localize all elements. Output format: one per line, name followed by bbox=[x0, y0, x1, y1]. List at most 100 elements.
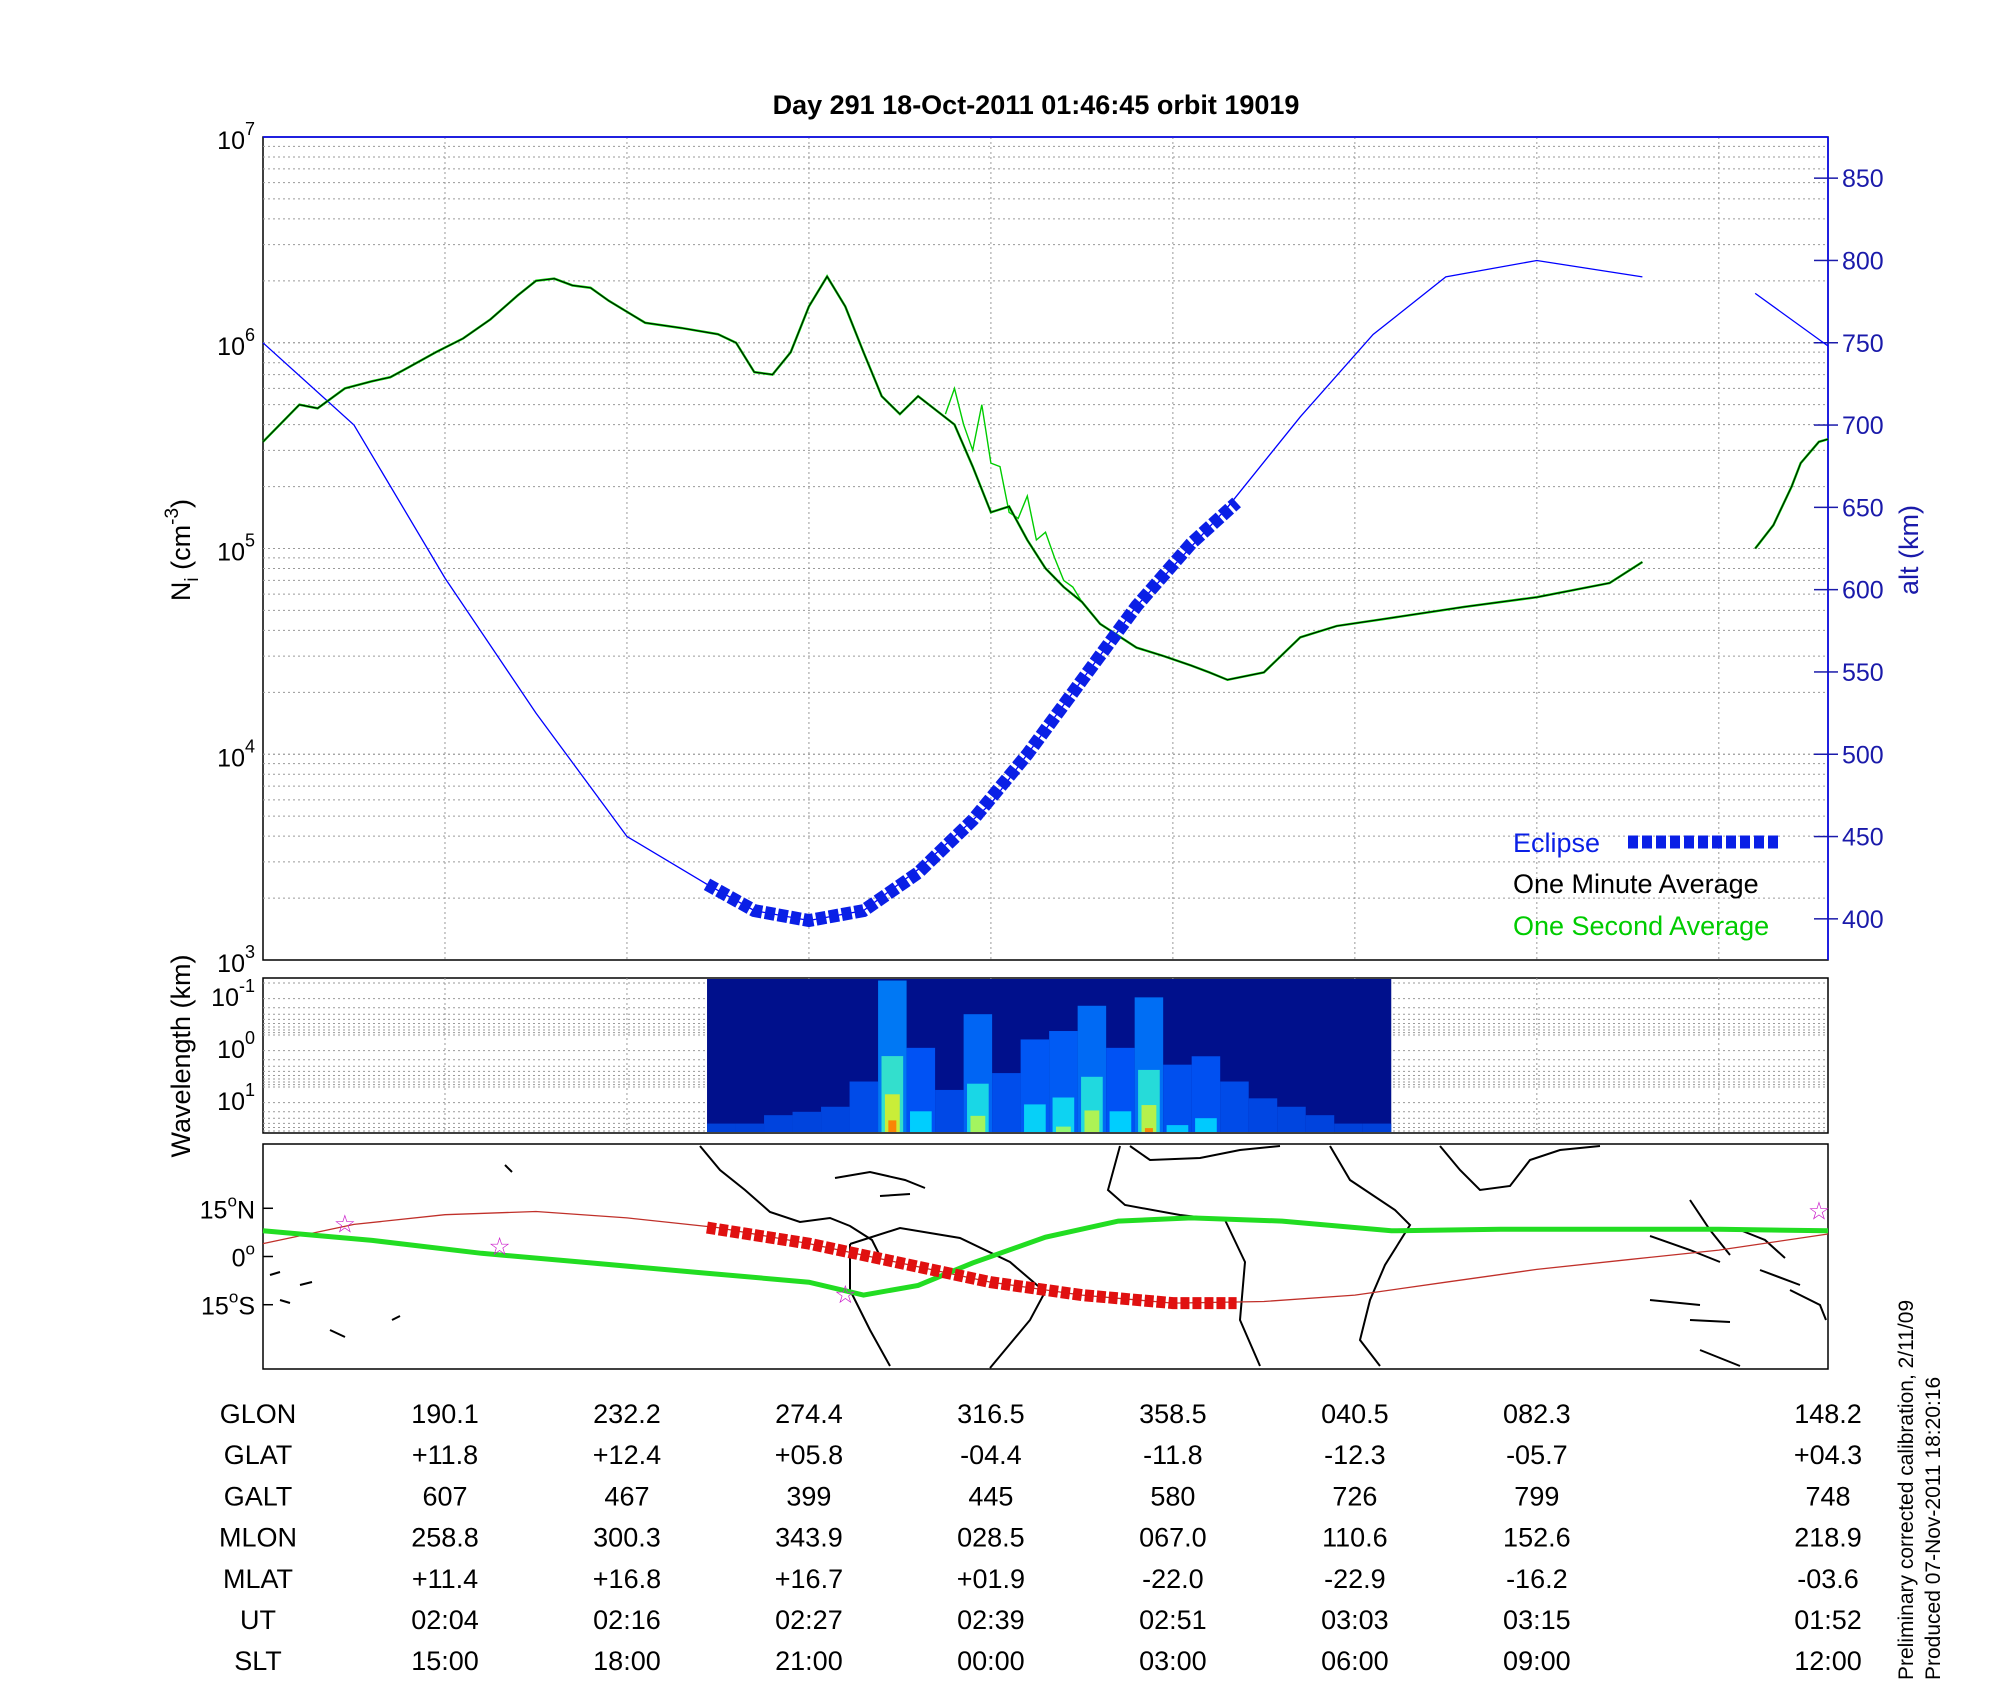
wavelength-tick-exponent: 1 bbox=[245, 1080, 255, 1100]
spectrogram-cell bbox=[1163, 1064, 1192, 1132]
table-cell: -22.0 bbox=[1142, 1564, 1204, 1594]
y-tick-exponent: 4 bbox=[245, 736, 255, 756]
y-tick-exponent: 5 bbox=[245, 531, 255, 551]
table-cell: 02:04 bbox=[411, 1605, 479, 1635]
table-cell: -22.9 bbox=[1324, 1564, 1386, 1594]
coast-north-america bbox=[699, 1145, 881, 1257]
spectrogram-cell bbox=[1166, 1125, 1189, 1132]
star-marker-icon: ☆ bbox=[1808, 1198, 1830, 1226]
one-minute-average-line bbox=[262, 275, 1643, 681]
spectrogram-cell bbox=[1052, 1097, 1075, 1132]
table-cell: +12.4 bbox=[593, 1440, 661, 1470]
one-minute-average-line-end bbox=[1754, 438, 1829, 549]
table-cell: +16.7 bbox=[775, 1564, 843, 1594]
legend-one-second-average: One Second Average bbox=[1513, 911, 1769, 941]
table-cell: 748 bbox=[1805, 1481, 1850, 1511]
table-cell: 316.5 bbox=[957, 1399, 1025, 1429]
lat-tick-hemisphere: N bbox=[237, 1196, 255, 1224]
y-tick-base: 10 bbox=[217, 539, 245, 567]
y-tick-base: 10 bbox=[217, 950, 245, 978]
table-cell: 580 bbox=[1150, 1481, 1195, 1511]
lat-tick-degree: o bbox=[229, 1288, 238, 1307]
table-row-label: GLON bbox=[220, 1399, 297, 1429]
y-tick-label: 107 bbox=[217, 119, 255, 155]
y-tick-exponent: 6 bbox=[245, 325, 255, 345]
coast-pacific-islands bbox=[269, 1164, 513, 1338]
spectrogram-cell bbox=[1362, 1123, 1392, 1132]
y-tick-base: 10 bbox=[217, 127, 245, 155]
table-cell: 01:52 bbox=[1794, 1605, 1862, 1635]
y-tick-base: 10 bbox=[217, 744, 245, 772]
table-cell: 02:39 bbox=[957, 1605, 1025, 1635]
wavelength-tick-label: 101 bbox=[217, 1080, 255, 1116]
eclipse-segment bbox=[703, 497, 1241, 928]
table-cell: 445 bbox=[968, 1481, 1013, 1511]
legend-one-minute-average: One Minute Average bbox=[1513, 869, 1759, 899]
table-row-label: GALT bbox=[224, 1481, 293, 1511]
wavelength-tick-label: 100 bbox=[217, 1028, 255, 1064]
coast-south-america bbox=[849, 1226, 1047, 1369]
y-tick-exponent: 3 bbox=[245, 942, 255, 962]
table-cell: 02:27 bbox=[775, 1605, 843, 1635]
spectrogram-cell bbox=[888, 1120, 897, 1132]
ephemeris-table: GLON GLAT GALT MLON MLAT UT SLT 190.1 +11.8 607 25… bbox=[219, 1399, 1862, 1676]
panel1-y2-label: alt (km) bbox=[1894, 505, 1924, 595]
density-green-under-end bbox=[1754, 437, 1829, 550]
coast-africa bbox=[1106, 1145, 1412, 1367]
y-tick-label: 104 bbox=[217, 736, 255, 772]
table-cell: 110.6 bbox=[1322, 1523, 1388, 1553]
table-row-label: UT bbox=[240, 1605, 276, 1635]
table-cell: 218.9 bbox=[1794, 1523, 1862, 1553]
y2-tick-label: 650 bbox=[1842, 494, 1884, 522]
lat-tick-label: 0o bbox=[232, 1240, 255, 1273]
table-cell: 15:00 bbox=[411, 1646, 479, 1676]
spectrogram-cell bbox=[707, 1123, 736, 1132]
wavelength-tick-label: 10-1 bbox=[211, 976, 255, 1012]
table-cell: 18:00 bbox=[593, 1646, 661, 1676]
lat-tick-value: 0 bbox=[232, 1245, 246, 1273]
legend: Eclipse One Minute Average One Second Av… bbox=[1513, 828, 1778, 941]
table-cell: 067.0 bbox=[1139, 1523, 1207, 1553]
wavelength-tick-base: 10 bbox=[217, 1088, 245, 1116]
spectrogram-cell bbox=[1024, 1104, 1046, 1132]
calibration-note: Preliminary corrected calibration, 2/11/… bbox=[1895, 1300, 1918, 1680]
coast-europe bbox=[1129, 1145, 1281, 1162]
table-cell: 190.1 bbox=[411, 1399, 479, 1429]
table-cell: -11.8 bbox=[1143, 1440, 1203, 1470]
table-cell: 02:51 bbox=[1139, 1605, 1207, 1635]
spectrogram-cell bbox=[1220, 1081, 1249, 1132]
lat-tick-degree: o bbox=[227, 1191, 236, 1210]
table-cell: 02:16 bbox=[593, 1605, 661, 1635]
spectrogram-cell bbox=[821, 1106, 850, 1132]
altitude-line bbox=[262, 259, 1643, 922]
legend-eclipse: Eclipse bbox=[1513, 828, 1600, 858]
figure-title: Day 291 18-Oct-2011 01:46:45 orbit 19019 bbox=[773, 90, 1300, 120]
coast-southeast-asia bbox=[1649, 1199, 1827, 1367]
spectrogram-cell bbox=[849, 1081, 879, 1132]
panel1-y-label: Ni (cm-3) bbox=[162, 499, 203, 601]
table-cell: -16.2 bbox=[1506, 1564, 1568, 1594]
orbit-track-line bbox=[262, 1210, 1829, 1304]
panel1-right-ticks: 400 450 500 550 600 650 700 750 800 850 bbox=[1814, 165, 1884, 934]
ylabel-subscript: i bbox=[182, 577, 203, 581]
y-tick-label: 103 bbox=[217, 942, 255, 978]
table-cell: 799 bbox=[1514, 1481, 1559, 1511]
lat-tick-hemisphere: S bbox=[238, 1293, 255, 1321]
table-cell: 726 bbox=[1332, 1481, 1377, 1511]
y-tick-base: 10 bbox=[217, 333, 245, 361]
table-cell: 03:15 bbox=[1503, 1605, 1571, 1635]
table-cell: +05.8 bbox=[775, 1440, 843, 1470]
spectrogram-cell bbox=[992, 1073, 1021, 1132]
y2-tick-label: 500 bbox=[1842, 741, 1884, 769]
table-cell: -03.6 bbox=[1797, 1564, 1859, 1594]
eclipse-track-segment bbox=[706, 1221, 1237, 1310]
spectrogram-cell bbox=[1144, 1128, 1153, 1132]
ylabel-superscript: -3 bbox=[162, 508, 183, 525]
table-cell: 09:00 bbox=[1503, 1646, 1571, 1676]
spectrogram-cell bbox=[792, 1111, 822, 1132]
y2-tick-label: 750 bbox=[1842, 330, 1884, 358]
wavelength-tick-exponent: 0 bbox=[245, 1028, 255, 1048]
table-cell: 300.3 bbox=[593, 1523, 661, 1553]
